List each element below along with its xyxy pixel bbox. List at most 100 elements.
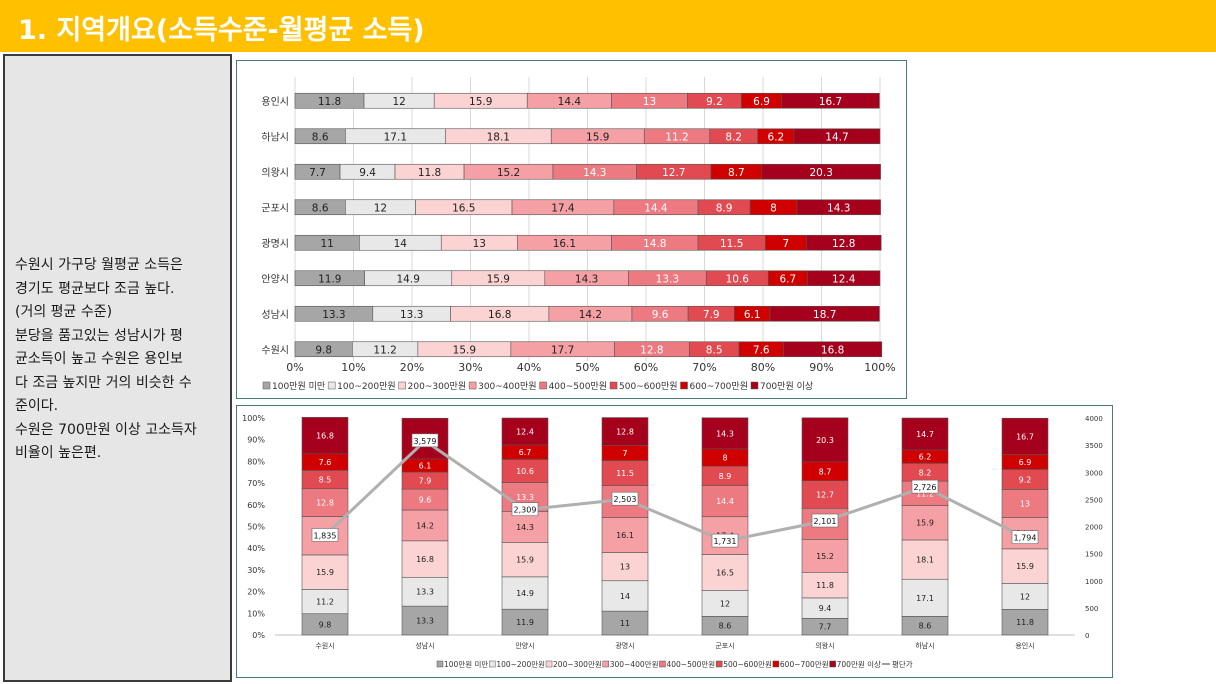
data-label: 9.8 [319,620,332,629]
y2-tick-label: 0 [1085,632,1089,640]
category-label: 안양시 [515,641,534,650]
bar-segment [601,517,649,553]
data-label: 7.6 [753,344,770,356]
data-label: 15.9 [586,131,609,143]
data-label: 14 [620,592,630,601]
y2-tick-label: 4000 [1085,415,1103,423]
data-label: 8.2 [919,468,932,477]
data-label: 18.7 [813,309,836,321]
line-label-box [411,433,439,448]
data-label: 15.9 [469,96,492,108]
data-label: 12 [720,599,730,608]
page-title: 1. 지역개요(소득수준-월평균 소득) [18,15,425,46]
data-label: 17.1 [916,594,934,603]
data-label: 10.6 [516,467,534,476]
data-label: 6.7 [780,273,797,285]
bar-segment [793,128,881,145]
category-label: 의왕시 [815,641,834,650]
description-line: (거의 평균 수준) [15,304,113,320]
data-label: 12.7 [816,490,834,499]
data-label: 13 [1020,499,1030,508]
data-label: 14.3 [583,167,606,179]
data-label: 13.3 [656,273,679,285]
line-data-label: 2,503 [614,495,637,504]
line-data-label: 3,579 [414,437,437,446]
y2-tick-label: 1000 [1085,578,1103,586]
line-data-label: 2,101 [814,517,837,526]
data-label: 8.9 [719,472,732,481]
bar-segment [501,542,549,578]
data-label: 8.6 [919,622,932,631]
legend-swatch [545,660,553,668]
data-label: 12.8 [616,427,634,436]
bar-segment [901,539,949,580]
data-label: 17.4 [551,202,575,214]
data-label: 13 [643,96,656,108]
data-label: 9.2 [706,96,723,108]
legend-label: 300~400만원 [478,381,536,392]
legend-label: 600~700만원 [690,381,748,392]
data-label: 18.1 [487,131,510,143]
category-label: 군포시 [261,202,289,214]
data-label: 14.4 [716,497,734,506]
data-label: 15.9 [316,568,334,577]
bar-segment [401,509,449,542]
horizontal-stacked-chart: 0% 10% 20% 30% 40% 50% 60% 70% 80% 90% 100% 용인시 11.8… [236,60,907,399]
data-label: 6.9 [753,96,770,108]
legend-label: 300~400만원 [610,660,659,669]
legend-swatch [602,660,609,668]
data-label: 8.6 [312,131,329,143]
category-label: 광명시 [615,641,634,650]
data-label: 16.8 [488,309,511,321]
bar-segment [501,511,549,543]
line-data-label: 2,726 [914,483,937,492]
legend-swatch [468,381,477,390]
legend-swatch [609,381,618,390]
category-label: 수원시 [261,344,289,356]
y2-tick-label: 3500 [1085,442,1103,450]
data-label: 14.2 [416,521,434,530]
legend-swatch [715,660,723,668]
data-label: 11.2 [665,131,688,143]
category-label: 의왕시 [261,167,289,179]
x-tick-label: 30% [458,361,482,374]
legend-swatch [750,381,759,390]
data-label: 16.1 [553,238,576,250]
line-label-box [311,528,339,542]
y2-tick-label: 2500 [1085,496,1103,504]
y2-tick-label: 2000 [1085,524,1103,532]
data-label: 20.3 [810,167,833,179]
y-tick-label: 10% [247,609,265,618]
data-label: 15.9 [516,556,534,565]
line-data-label: 1,835 [314,531,337,540]
y-tick-label: 40% [247,544,265,553]
data-label: 15.9 [916,519,934,528]
x-tick-label: 100% [864,361,895,374]
data-label: 8.6 [719,622,732,631]
bar-segment [701,589,749,617]
data-label: 12 [1020,592,1030,601]
data-label: 8.5 [319,476,332,485]
category-label: 군포시 [715,642,734,650]
y-tick-label: 100% [242,414,265,423]
data-label: 7.9 [419,477,432,486]
data-label: 12.4 [516,427,534,436]
data-label: 12 [392,96,405,108]
data-label: 15.2 [497,167,520,179]
data-label: 14.9 [516,589,534,598]
data-label: 10.6 [726,273,750,285]
vertical-chart-svg: 0% 10% 20% 30% 40% 50% 60% 70% 80% 90% 100% 0 500 100… [242,414,1103,669]
legend-label: 400~500만원 [666,660,715,669]
line-label-box [1011,530,1039,544]
bar-segment [1001,609,1049,636]
x-tick-label: 50% [575,361,599,374]
data-label: 16.8 [316,432,334,441]
bar-segment [761,163,881,180]
legend-label: 100만원 미만 [444,660,488,669]
data-label: 11.9 [318,273,341,285]
data-label: 11 [320,238,333,250]
data-label: 7.6 [319,458,332,467]
data-label: 13.3 [400,309,423,321]
bar-segment [701,554,749,591]
line-label-box [511,502,539,517]
